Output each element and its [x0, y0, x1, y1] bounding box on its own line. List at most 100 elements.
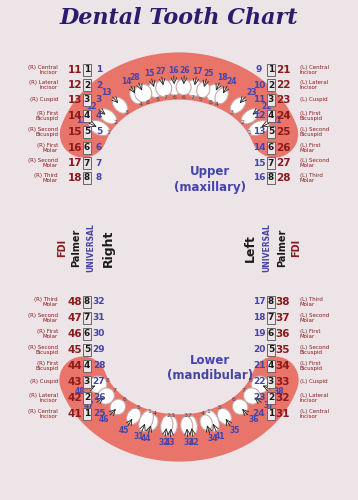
Ellipse shape [89, 376, 107, 393]
Text: (R) Second
Molar: (R) Second Molar [28, 313, 58, 323]
Ellipse shape [215, 88, 228, 104]
Text: 48: 48 [74, 386, 85, 396]
Text: 37: 37 [276, 313, 290, 323]
Text: 43: 43 [164, 438, 175, 447]
Text: 3: 3 [229, 110, 233, 115]
Text: 41: 41 [68, 409, 82, 419]
Text: 4: 4 [84, 362, 90, 370]
Ellipse shape [110, 399, 126, 414]
Ellipse shape [200, 415, 212, 430]
Text: 36: 36 [249, 414, 259, 424]
Text: 8: 8 [145, 100, 149, 105]
Text: 15: 15 [68, 127, 82, 137]
Text: 7: 7 [268, 314, 274, 322]
Text: 13: 13 [68, 95, 82, 105]
Text: (R) First
Bicuspid: (R) First Bicuspid [35, 361, 58, 371]
Text: 6: 6 [268, 330, 274, 338]
Ellipse shape [127, 408, 141, 424]
Text: 32: 32 [93, 298, 105, 306]
Text: 12: 12 [86, 102, 97, 111]
Text: 7: 7 [96, 158, 102, 168]
Text: 7: 7 [164, 96, 168, 100]
Text: 23: 23 [276, 95, 290, 105]
Ellipse shape [232, 399, 248, 414]
Ellipse shape [130, 88, 143, 104]
Text: 2: 2 [96, 80, 102, 90]
Text: 1: 1 [148, 410, 152, 414]
Ellipse shape [148, 82, 161, 98]
Text: 26: 26 [93, 394, 105, 402]
Ellipse shape [167, 79, 182, 95]
Text: 45: 45 [118, 426, 129, 436]
Ellipse shape [230, 97, 246, 114]
Text: 23: 23 [246, 88, 257, 97]
Text: 25: 25 [93, 410, 105, 418]
Text: 47: 47 [84, 401, 95, 410]
Text: 12: 12 [253, 112, 265, 120]
Text: 46: 46 [99, 414, 109, 424]
Text: 21: 21 [253, 362, 265, 370]
Ellipse shape [206, 84, 223, 102]
Text: 38: 38 [276, 297, 290, 307]
Text: 13: 13 [253, 128, 265, 136]
Text: (L) Second
Bicuspid: (L) Second Bicuspid [300, 345, 329, 355]
Text: Palmer: Palmer [277, 229, 287, 267]
Text: 5: 5 [156, 97, 159, 102]
Text: (L) Third
Molar: (L) Third Molar [300, 173, 323, 183]
Text: 10: 10 [253, 80, 265, 90]
Text: (L) First
Molar: (L) First Molar [300, 329, 320, 339]
Text: 3: 3 [268, 378, 274, 386]
Text: 12: 12 [68, 80, 82, 90]
Ellipse shape [243, 388, 260, 404]
Text: 14: 14 [121, 76, 132, 86]
Text: (R) First
Molar: (R) First Molar [37, 143, 58, 153]
Text: 21: 21 [272, 116, 282, 126]
Text: (L) Central
Incisor: (L) Central Incisor [300, 409, 329, 419]
Text: 2: 2 [188, 413, 192, 418]
Text: 17: 17 [68, 158, 82, 168]
Text: 5: 5 [217, 405, 221, 410]
Text: 4: 4 [96, 112, 102, 120]
Text: 45: 45 [68, 345, 82, 355]
Text: Left: Left [243, 234, 256, 262]
Text: (L) Cuspid: (L) Cuspid [300, 98, 328, 102]
Text: 11: 11 [253, 96, 265, 104]
Text: 1: 1 [96, 66, 102, 74]
Text: 2: 2 [114, 120, 118, 124]
Text: 6: 6 [268, 144, 274, 152]
Text: 25: 25 [204, 69, 214, 78]
Text: 23: 23 [253, 394, 265, 402]
Text: (R) Cuspid: (R) Cuspid [30, 380, 58, 384]
Text: 4: 4 [215, 102, 219, 107]
Text: 3: 3 [125, 110, 129, 115]
Text: (L) Lateral
Incisor: (L) Lateral Incisor [300, 80, 328, 90]
Text: 48: 48 [68, 297, 82, 307]
Ellipse shape [139, 410, 153, 432]
Text: 6: 6 [181, 94, 185, 100]
Ellipse shape [197, 82, 210, 98]
Text: 1: 1 [268, 66, 274, 74]
Text: 8: 8 [268, 298, 274, 306]
Text: 7: 7 [242, 388, 246, 393]
Text: 5: 5 [84, 128, 90, 136]
Text: 11: 11 [68, 65, 82, 75]
Text: 22: 22 [276, 80, 290, 90]
Text: 2: 2 [166, 413, 170, 418]
Text: Right: Right [102, 230, 115, 266]
Text: 15: 15 [253, 158, 265, 168]
Text: 1: 1 [248, 130, 252, 134]
Text: 25: 25 [276, 127, 290, 137]
Text: 42: 42 [68, 393, 82, 403]
Text: 3: 3 [84, 378, 90, 386]
Text: 34: 34 [207, 434, 218, 444]
Text: 44: 44 [140, 434, 151, 444]
Text: 34: 34 [276, 361, 290, 371]
Text: Upper
(maxillary): Upper (maxillary) [174, 166, 246, 194]
Ellipse shape [135, 84, 152, 102]
Text: 4: 4 [139, 102, 143, 107]
Ellipse shape [251, 376, 269, 393]
Text: 24: 24 [253, 410, 265, 418]
Ellipse shape [241, 108, 259, 124]
Text: 3: 3 [170, 414, 174, 418]
Text: 2: 2 [84, 80, 90, 90]
